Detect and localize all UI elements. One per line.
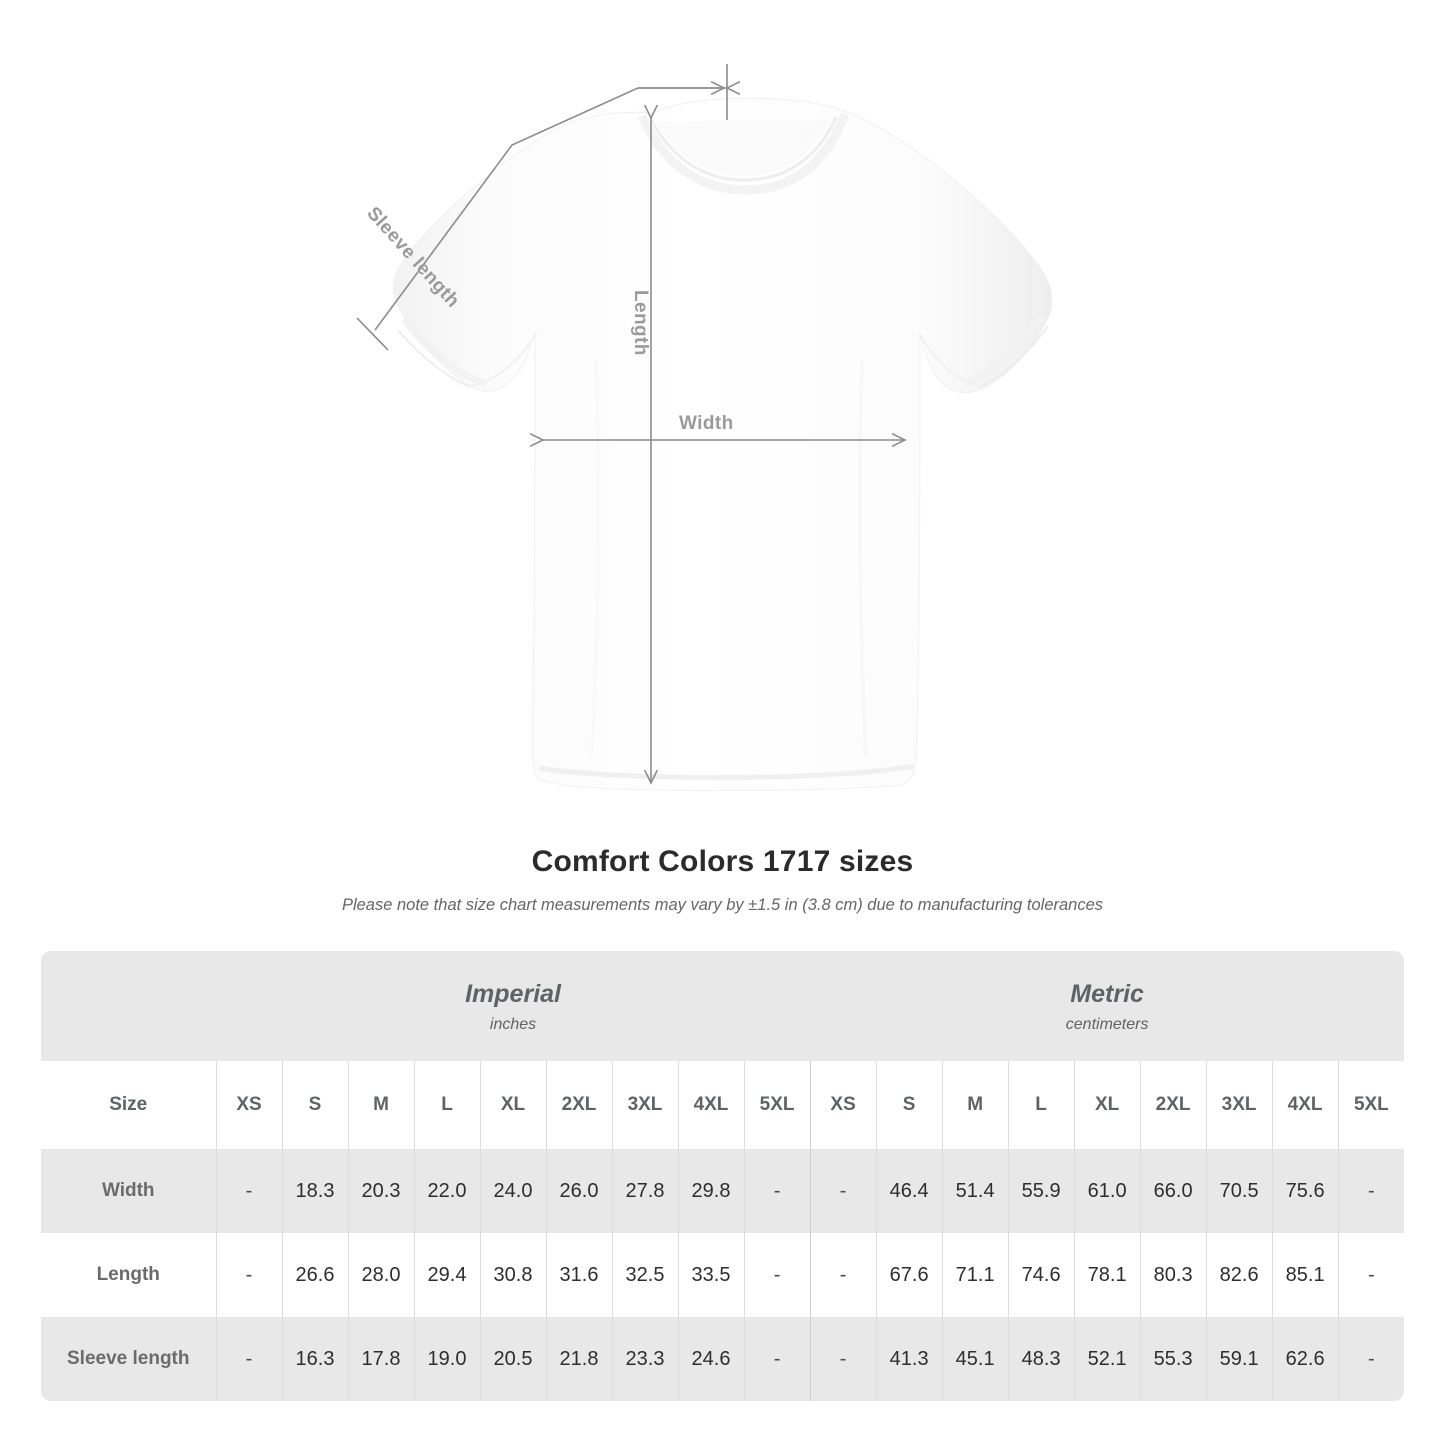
- cell-width-metric-4xl: 75.6: [1271, 1149, 1339, 1233]
- cell-length-imperial-5xl: -: [743, 1233, 811, 1317]
- size-header-imperial-xs: XS: [215, 1061, 282, 1149]
- cell-length-imperial-2xl: 31.6: [545, 1233, 612, 1317]
- size-header-metric-xl: XL: [1073, 1061, 1141, 1149]
- size-corner-label: Size: [41, 1061, 216, 1149]
- size-header-metric-xs: XS: [809, 1061, 877, 1149]
- tolerance-note: Please note that size chart measurements…: [341, 896, 1104, 914]
- row-label-length: Length: [41, 1233, 216, 1317]
- imperial-subtitle: inches: [489, 1015, 537, 1033]
- cell-width-imperial-s: 18.3: [281, 1149, 348, 1233]
- metric-title: Metric: [1070, 979, 1144, 1008]
- cell-length-imperial-m: 28.0: [347, 1233, 414, 1317]
- cell-sleeve-length-metric-xl: 52.1: [1073, 1317, 1141, 1401]
- tshirt-illustration: [356, 64, 1053, 792]
- table-row: Length -26.6 28.0 29.4 30.8 31.6 32.5 33.5- -67.…: [41, 1233, 1405, 1317]
- cell-sleeve-length-metric-4xl: 62.6: [1271, 1317, 1339, 1401]
- cell-width-metric-xl: 61.0: [1073, 1149, 1141, 1233]
- size-header-metric-3xl: 3XL: [1205, 1061, 1273, 1149]
- cell-sleeve-length-metric-s: 41.3: [875, 1317, 943, 1401]
- cell-length-imperial-4xl: 33.5: [677, 1233, 744, 1317]
- width-label: Width: [679, 413, 734, 434]
- page-title: Comfort Colors 1717 sizes: [531, 845, 914, 878]
- cell-length-metric-3xl: 82.6: [1205, 1233, 1273, 1317]
- unit-banner-row: Imperial inches Metric centimeters: [41, 951, 1405, 1061]
- metric-subtitle: centimeters: [1065, 1015, 1149, 1033]
- cell-width-imperial-xs: -: [215, 1149, 282, 1233]
- cell-length-metric-5xl: -: [1337, 1233, 1405, 1317]
- cell-width-imperial-l: 22.0: [413, 1149, 480, 1233]
- table-row: Width -18.3 20.3 22.0 24.0 26.0 27.8 29.8- -46.4…: [41, 1149, 1405, 1233]
- table-row: Sleeve length -16.3 17.8 19.0 20.5 21.8 23.3 24…: [41, 1317, 1405, 1401]
- cell-width-imperial-4xl: 29.8: [677, 1149, 744, 1233]
- cell-sleeve-length-metric-l: 48.3: [1007, 1317, 1075, 1401]
- size-header-imperial-l: L: [413, 1061, 480, 1149]
- cell-sleeve-length-imperial-xs: -: [215, 1317, 282, 1401]
- cell-sleeve-length-imperial-s: 16.3: [281, 1317, 348, 1401]
- unit-banner-metric: Metric centimeters: [810, 951, 1405, 1061]
- cell-sleeve-length-metric-m: 45.1: [941, 1317, 1009, 1401]
- size-header-row: Size XS S M L XL 2XL 3XL 4XL 5XL XS S M L XL 2XL 3XL 4XL 5…: [41, 1061, 1405, 1149]
- size-header-metric-2xl: 2XL: [1139, 1061, 1207, 1149]
- cell-width-metric-l: 55.9: [1007, 1149, 1075, 1233]
- row-label-sleeve-length: Sleeve length: [41, 1317, 216, 1401]
- row-label-width: Width: [41, 1149, 216, 1233]
- cell-length-metric-2xl: 80.3: [1139, 1233, 1207, 1317]
- cell-width-imperial-5xl: -: [743, 1149, 811, 1233]
- size-header-metric-4xl: 4XL: [1271, 1061, 1339, 1149]
- cell-width-imperial-3xl: 27.8: [611, 1149, 678, 1233]
- shirt-shape: [392, 97, 1053, 792]
- cell-width-metric-m: 51.4: [941, 1149, 1009, 1233]
- size-header-imperial-4xl: 4XL: [677, 1061, 744, 1149]
- cell-length-imperial-s: 26.6: [281, 1233, 348, 1317]
- cell-sleeve-length-imperial-4xl: 24.6: [677, 1317, 744, 1401]
- size-header-metric-l: L: [1007, 1061, 1075, 1149]
- cell-length-metric-xl: 78.1: [1073, 1233, 1141, 1317]
- cell-sleeve-length-imperial-m: 17.8: [347, 1317, 414, 1401]
- cell-length-metric-l: 74.6: [1007, 1233, 1075, 1317]
- cell-sleeve-length-metric-2xl: 55.3: [1139, 1317, 1207, 1401]
- cell-width-metric-2xl: 66.0: [1139, 1149, 1207, 1233]
- cell-width-metric-3xl: 70.5: [1205, 1149, 1273, 1233]
- cell-length-metric-xs: -: [809, 1233, 877, 1317]
- tshirt-measurement-diagram: Width Length Sleeve length: [356, 64, 1053, 792]
- cell-length-metric-4xl: 85.1: [1271, 1233, 1339, 1317]
- cell-sleeve-length-metric-xs: -: [809, 1317, 877, 1401]
- cell-sleeve-length-imperial-3xl: 23.3: [611, 1317, 678, 1401]
- size-header-metric-m: M: [941, 1061, 1009, 1149]
- length-label: Length: [630, 290, 651, 356]
- size-header-imperial-5xl: 5XL: [743, 1061, 811, 1149]
- cell-length-metric-s: 67.6: [875, 1233, 943, 1317]
- size-header-imperial-s: S: [281, 1061, 348, 1149]
- size-header-imperial-m: M: [347, 1061, 414, 1149]
- size-header-imperial-2xl: 2XL: [545, 1061, 612, 1149]
- cell-sleeve-length-metric-3xl: 59.1: [1205, 1317, 1273, 1401]
- imperial-title: Imperial: [465, 979, 561, 1008]
- cell-width-metric-s: 46.4: [875, 1149, 943, 1233]
- cell-sleeve-length-imperial-xl: 20.5: [479, 1317, 546, 1401]
- unit-banner-spacer: [41, 951, 216, 1061]
- cell-length-imperial-xl: 30.8: [479, 1233, 546, 1317]
- title-block: Comfort Colors 1717 sizes Please note th…: [0, 845, 1445, 915]
- cell-length-imperial-3xl: 32.5: [611, 1233, 678, 1317]
- size-header-imperial-xl: XL: [479, 1061, 546, 1149]
- cell-length-imperial-l: 29.4: [413, 1233, 480, 1317]
- cell-sleeve-length-metric-5xl: -: [1337, 1317, 1405, 1401]
- cell-width-imperial-xl: 24.0: [479, 1149, 546, 1233]
- cell-length-imperial-xs: -: [215, 1233, 282, 1317]
- cell-width-metric-xs: -: [809, 1149, 877, 1233]
- cell-sleeve-length-imperial-5xl: -: [743, 1317, 811, 1401]
- cell-width-imperial-2xl: 26.0: [545, 1149, 612, 1233]
- cell-width-imperial-m: 20.3: [347, 1149, 414, 1233]
- unit-banner-imperial: Imperial inches: [216, 951, 811, 1061]
- size-header-metric-5xl: 5XL: [1337, 1061, 1405, 1149]
- size-header-metric-s: S: [875, 1061, 943, 1149]
- cell-width-metric-5xl: -: [1337, 1149, 1405, 1233]
- sleeve-length-dimension-arrow: [356, 64, 727, 351]
- cell-length-metric-m: 71.1: [941, 1233, 1009, 1317]
- size-header-imperial-3xl: 3XL: [611, 1061, 678, 1149]
- cell-sleeve-length-imperial-l: 19.0: [413, 1317, 480, 1401]
- size-chart-table-wrapper: Imperial inches Metric centimeters Size XS S M L…: [41, 951, 1405, 1401]
- cell-sleeve-length-imperial-2xl: 21.8: [545, 1317, 612, 1401]
- size-chart-table: Imperial inches Metric centimeters Size XS S M L…: [41, 951, 1405, 1401]
